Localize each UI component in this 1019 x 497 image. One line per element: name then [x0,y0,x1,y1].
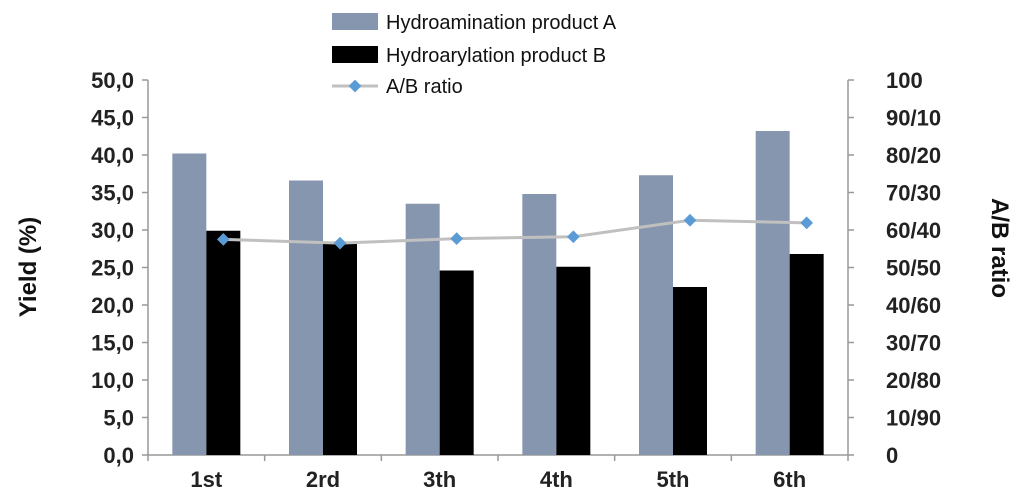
y-tick-label: 20,0 [91,293,134,318]
y-axis-title: Yield (%) [15,217,42,317]
ratio-point [800,216,814,230]
y2-tick-label: 70/30 [886,181,941,206]
y2-tick-label: 50/50 [886,256,941,281]
x-tick-label: 6th [773,467,806,492]
y2-tick-label: 100 [886,68,923,93]
bar-product-a [172,153,207,455]
bar-product-b [673,287,707,455]
x-tick-label: 2rd [306,467,340,492]
y-tick-label: 10,0 [91,368,134,393]
y2-tick-label: 60/40 [886,218,941,243]
legend-swatch-product-a [332,13,378,30]
y-tick-label: 15,0 [91,331,134,356]
bar-product-a [522,194,557,455]
bar-product-a [289,180,323,455]
legend-label: Hydroarylation product B [386,45,606,67]
ratio-point [333,236,347,250]
bar-product-b [323,242,357,455]
legend-label: A/B ratio [386,76,463,98]
y-tick-label: 0,0 [103,443,134,468]
bar-product-a [755,131,790,455]
legend-label: Hydroamination product A [386,12,617,34]
bar-product-b [206,230,241,455]
y-tick-label: 25,0 [91,256,134,281]
y2-tick-label: 20/80 [886,368,941,393]
ratio-point [566,230,580,244]
y-tick-label: 45,0 [91,106,134,131]
legend-swatch-product-b [332,46,378,63]
legend: Hydroamination product A Hydroarylation p… [332,12,617,98]
y2-tick-label: 40/60 [886,293,941,318]
bars [172,131,824,455]
y-tick-label: 40,0 [91,143,134,168]
axes: 0,0 5,0 10,0 15,0 20,0 25,0 30,0 35,0 40,0 45,0 50… [91,68,941,492]
bar-product-b [789,254,824,455]
y2-tick-label: 0 [886,443,898,468]
ratio-point [683,213,697,227]
x-tick-label: 3th [423,467,456,492]
ratio-point [216,233,230,246]
y-tick-label: 5,0 [103,406,134,431]
y-tick-label: 30,0 [91,218,134,243]
y2-tick-label: 30/70 [886,331,941,356]
legend-swatch-ratio-marker [348,79,362,93]
ratio-point [450,232,464,245]
y-tick-label: 35,0 [91,181,134,206]
ratio-series-line [223,218,807,245]
y2-tick-label: 90/10 [886,106,941,131]
y2-tick-label: 10/90 [886,406,941,431]
bar-product-b [556,266,591,455]
x-tick-label: 5th [657,467,690,492]
bar-product-a [639,175,673,455]
x-tick-label: 1st [190,467,222,492]
bar-product-a [405,203,440,455]
bar-product-b [439,270,474,455]
y2-axis-title: A/B ratio [986,198,1013,298]
x-tick-label: 4th [540,467,573,492]
y2-tick-label: 80/20 [886,143,941,168]
y-tick-label: 50,0 [91,68,134,93]
